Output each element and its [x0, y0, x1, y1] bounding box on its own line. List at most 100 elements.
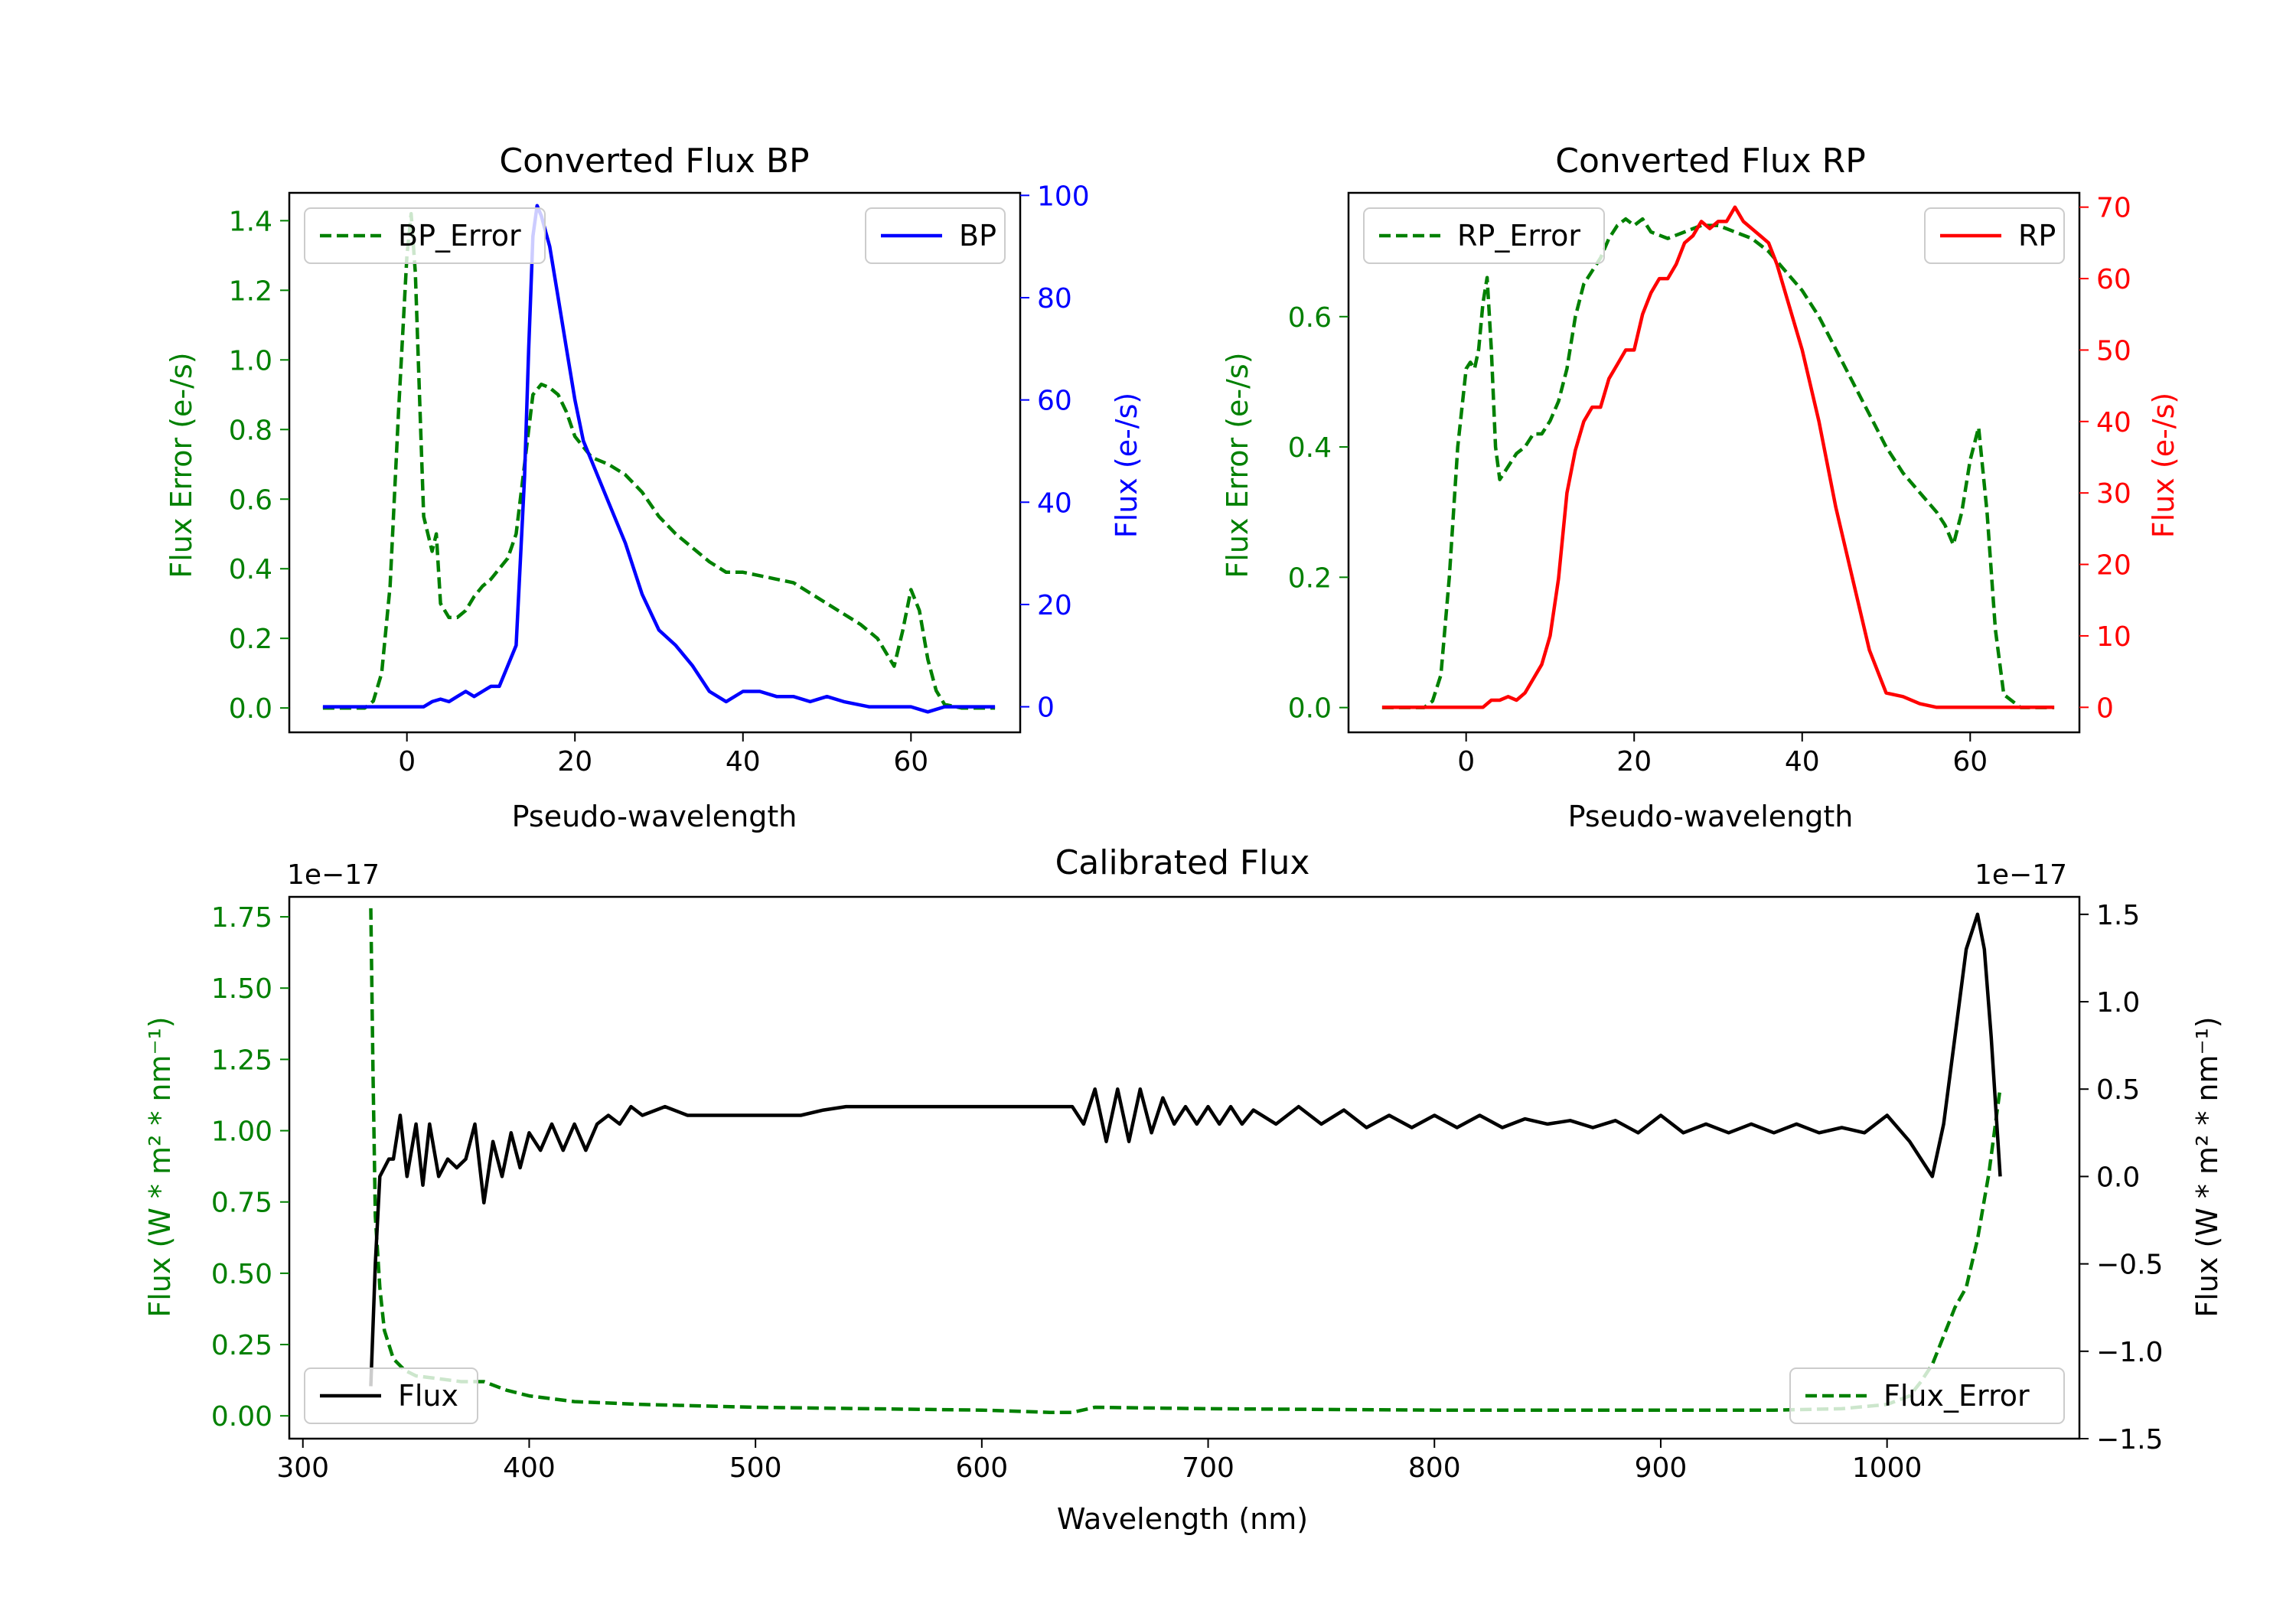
cal-panel: Calibrated Flux Wavelength (nm) Flux (W …	[143, 843, 2224, 1536]
rp-left-ytick-label: 0.6	[1288, 302, 1332, 334]
cal-xtick-label: 400	[503, 1452, 556, 1484]
cal-title: Calibrated Flux	[1055, 843, 1310, 882]
bp-right-ylabel: Flux (e-/s)	[1110, 393, 1143, 538]
rp-right-ytick-label: 50	[2096, 335, 2131, 367]
legend-box	[304, 1367, 478, 1424]
legend-label: BP_Error	[398, 219, 521, 253]
bp-title: Converted Flux BP	[499, 142, 809, 181]
cal-left-ytick-label: 0.50	[211, 1259, 272, 1290]
legend-box	[1363, 207, 1605, 264]
bp-panel: Converted Flux BP Pseudo-wavelength Flux…	[165, 142, 1143, 833]
cal-left-offset-text: 1e−17	[287, 859, 380, 891]
cal-left-ytick-label: 1.75	[211, 902, 272, 934]
rp-right-ylabel: Flux (e-/s)	[2147, 393, 2180, 538]
bp-series-bp-error	[322, 212, 996, 710]
rp-left-ytick-label: 0.4	[1288, 432, 1332, 464]
cal-xlabel: Wavelength (nm)	[1057, 1502, 1308, 1536]
rp-legend-rp: RP	[1924, 207, 2065, 264]
cal-xtick-label: 800	[1408, 1452, 1461, 1484]
rp-right-ytick-label: 0	[2096, 693, 2114, 724]
legend-label: Flux_Error	[1883, 1379, 2030, 1413]
rp-right-ytick-label: 10	[2096, 621, 2131, 653]
legend-box	[304, 207, 546, 264]
bp-right-ytick-label: 60	[1037, 386, 1072, 417]
cal-legend-flux: Flux	[304, 1367, 478, 1424]
rp-right-ytick-label: 70	[2096, 193, 2131, 224]
cal-xtick-label: 1000	[1852, 1452, 1923, 1484]
bp-right-ytick-label: 40	[1037, 487, 1072, 519]
cal-right-ytick-label: −1.5	[2096, 1424, 2163, 1455]
bp-series-bp	[322, 204, 996, 714]
rp-right-ytick-label: 20	[2096, 550, 2131, 582]
cal-xtick-label: 300	[276, 1452, 329, 1484]
bp-right-ytick-label: 80	[1037, 283, 1072, 315]
bp-axes-frame	[288, 191, 1022, 734]
cal-right-ytick-label: −0.5	[2096, 1250, 2163, 1281]
rp-xtick-label: 40	[1785, 746, 1820, 777]
rp-xlabel: Pseudo-wavelength	[1568, 800, 1854, 833]
cal-axes-frame	[288, 895, 2081, 1440]
cal-right-offset-text: 1e−17	[1975, 859, 2067, 891]
legend-label: RP_Error	[1457, 219, 1580, 253]
cal-right-ytick-label: 1.0	[2096, 987, 2140, 1019]
bp-xlabel: Pseudo-wavelength	[512, 800, 797, 833]
cal-xtick-label: 900	[1635, 1452, 1688, 1484]
bp-legend-bp: BP	[865, 207, 1006, 264]
bp-left-ytick-label: 0.2	[229, 624, 272, 655]
legend-label: BP	[959, 219, 996, 253]
cal-series-flux	[369, 912, 2002, 1387]
legend-label: Flux	[398, 1379, 458, 1413]
rp-left-ytick-label: 0.0	[1288, 693, 1332, 725]
bp-left-ytick-label: 1.2	[229, 275, 272, 307]
bp-right-ytick-label: 0	[1037, 693, 1055, 724]
rp-xtick-label: 60	[1952, 746, 1988, 777]
cal-left-ytick-label: 1.00	[211, 1116, 272, 1148]
bp-xtick-label: 60	[893, 746, 928, 777]
rp-right-ytick-label: 30	[2096, 478, 2131, 510]
rp-xtick-label: 0	[1457, 746, 1475, 777]
legend-box	[1789, 1367, 2065, 1424]
cal-right-ylabel: Flux (W * m² * nm⁻¹)	[2190, 1016, 2224, 1317]
cal-xtick-label: 700	[1182, 1452, 1234, 1484]
bp-xtick-label: 0	[398, 746, 416, 777]
bp-left-ytick-label: 0.6	[229, 484, 272, 516]
cal-left-ylabel: Flux (W * m² * nm⁻¹)	[143, 1016, 177, 1317]
bp-left-ylabel: Flux Error (e-/s)	[165, 352, 198, 578]
cal-xtick-label: 600	[955, 1452, 1008, 1484]
rp-right-ytick-label: 60	[2096, 264, 2131, 295]
bp-right-ytick-label: 100	[1037, 181, 1090, 212]
cal-right-ytick-label: 1.5	[2096, 900, 2140, 931]
rp-left-ytick-label: 0.2	[1288, 562, 1332, 594]
cal-legend-flux-error: Flux_Error	[1789, 1367, 2065, 1424]
cal-left-ytick-label: 1.25	[211, 1045, 272, 1076]
legend-label: RP	[2018, 219, 2056, 253]
cal-left-ytick-label: 1.50	[211, 973, 272, 1005]
rp-right-ytick-label: 40	[2096, 407, 2131, 438]
rp-panel: Converted Flux RP Pseudo-wavelength Flux…	[1221, 142, 2180, 833]
bp-left-ytick-label: 0.8	[229, 415, 272, 446]
rp-xtick-label: 20	[1616, 746, 1652, 777]
rp-axes-frame	[1347, 191, 2081, 734]
bp-right-ytick-label: 20	[1037, 590, 1072, 621]
cal-plot: 300 400 500 600 700 800 900 1000 0.00 0.25 0.50 0.7…	[211, 895, 2163, 1484]
rp-series-rp-error	[1381, 217, 2055, 709]
rp-left-ylabel: Flux Error (e-/s)	[1221, 352, 1254, 578]
bp-left-ytick-label: 1.4	[229, 206, 272, 237]
bp-left-ytick-label: 0.4	[229, 554, 272, 585]
bp-left-ytick-label: 0.0	[229, 693, 272, 725]
bp-xtick-label: 20	[557, 746, 592, 777]
cal-right-ytick-label: 0.5	[2096, 1074, 2140, 1106]
rp-title: Converted Flux RP	[1555, 142, 1866, 181]
rp-legend-rp-error: RP_Error	[1363, 207, 1605, 264]
cal-left-ytick-label: 0.00	[211, 1401, 272, 1433]
cal-right-ytick-label: −1.0	[2096, 1337, 2163, 1368]
cal-left-ytick-label: 0.25	[211, 1330, 272, 1361]
bp-xtick-label: 40	[726, 746, 761, 777]
cal-left-ytick-label: 0.75	[211, 1188, 272, 1219]
bp-left-ytick-label: 1.0	[229, 345, 272, 376]
cal-xtick-label: 500	[729, 1452, 782, 1484]
bp-legend-bp-error: BP_Error	[304, 207, 546, 264]
rp-series-rp	[1381, 205, 2055, 709]
bp-plot: 0 20 40 60 0.0 0.2 0.4 0.6 0.8 1.0 1.2 1.4 0 20 40 60 80…	[229, 181, 1090, 777]
